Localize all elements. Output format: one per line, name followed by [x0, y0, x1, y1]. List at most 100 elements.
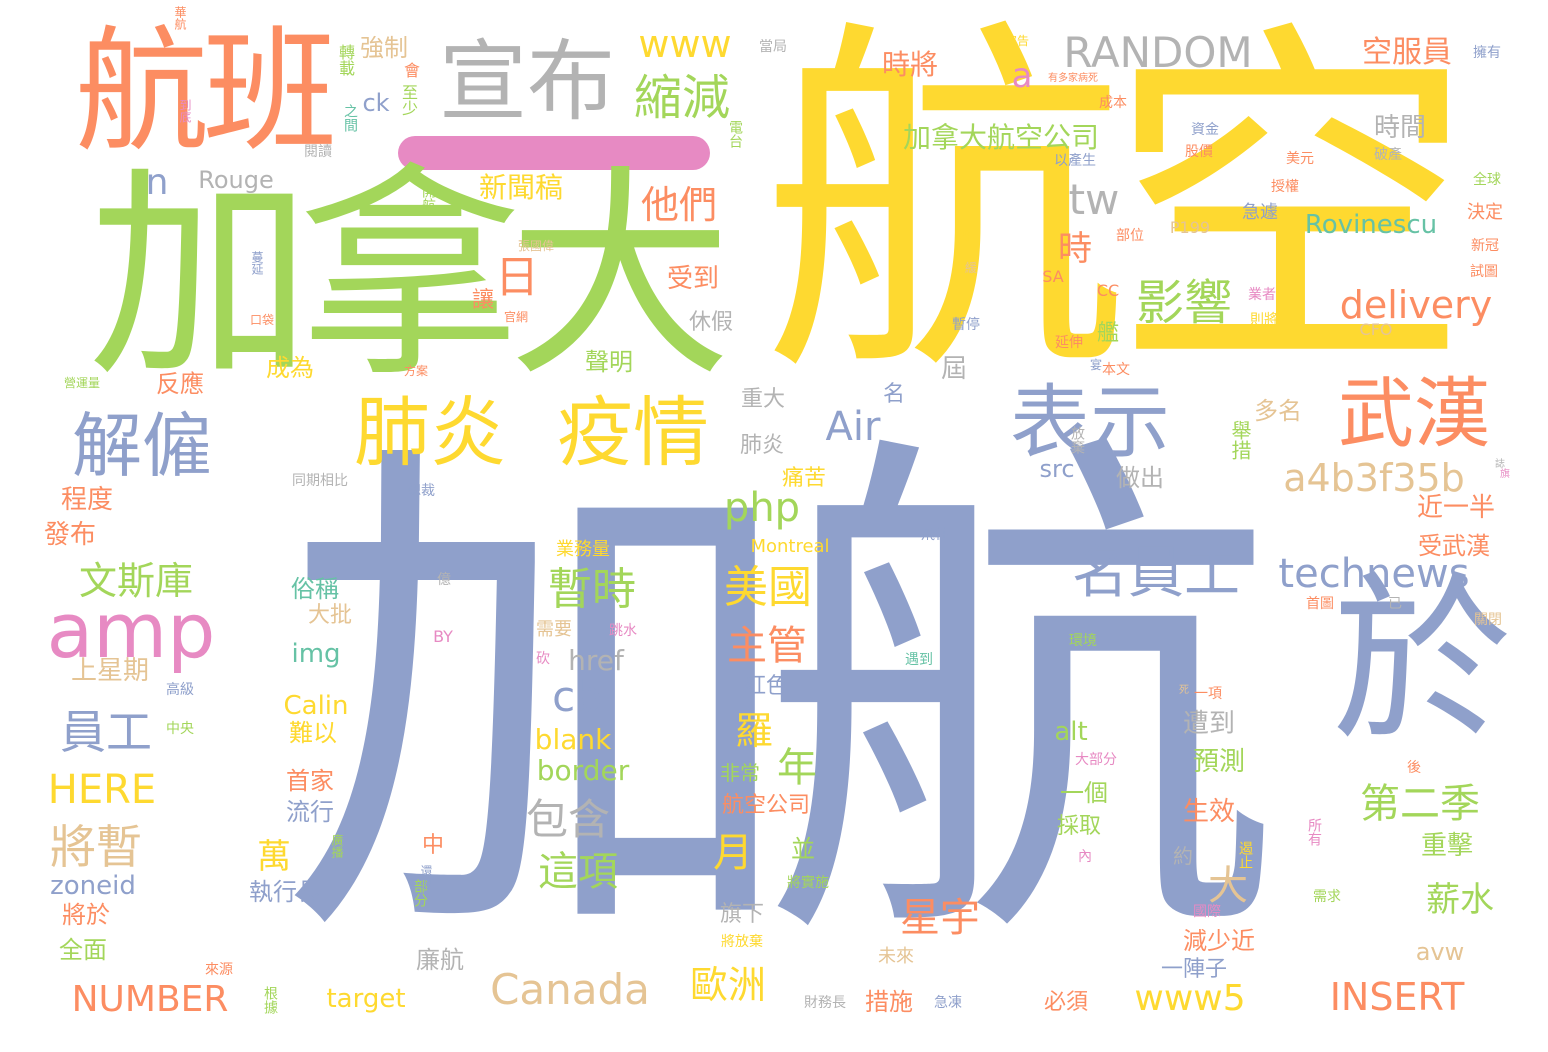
word: 會: [403, 61, 421, 80]
word: 財務長: [804, 995, 846, 1011]
word: href: [568, 644, 624, 677]
word: 成本: [1099, 95, 1127, 111]
word: 時: [1058, 229, 1092, 269]
word: 做出: [1116, 464, 1164, 492]
word: 紅色: [743, 674, 789, 699]
word: 難以: [289, 719, 337, 747]
word: 將放棄: [721, 934, 763, 950]
word: amp: [46, 586, 216, 675]
word: 大部分: [1075, 752, 1117, 768]
word: 上星期: [70, 656, 150, 686]
word: CC: [1096, 281, 1120, 300]
word: 營運量: [63, 376, 101, 390]
word: alt: [1054, 717, 1088, 747]
word: 生效: [1182, 797, 1236, 827]
word: 需求: [1313, 889, 1341, 905]
word: 大批: [307, 603, 353, 628]
word: 大: [1208, 863, 1248, 909]
word: 部分: [412, 879, 428, 907]
word: 根據: [262, 986, 278, 1014]
word: 肺炎: [354, 388, 506, 477]
word: 首圖: [1306, 596, 1334, 612]
word: 一陣子: [1160, 957, 1228, 982]
word: 多名: [1254, 397, 1302, 425]
word: 中: [421, 833, 445, 858]
word: 死: [1179, 685, 1189, 696]
word: tw: [1068, 175, 1120, 224]
word: 美元: [1286, 151, 1314, 167]
word: 預測: [1192, 747, 1246, 777]
word: 強制: [360, 34, 408, 62]
word: cb: [552, 672, 602, 721]
word: www5: [1134, 978, 1246, 1019]
word: 包含: [525, 795, 611, 844]
word: 至少: [399, 84, 418, 116]
word: 月: [713, 830, 753, 876]
word: 跳水: [609, 623, 637, 639]
word: img: [291, 639, 341, 669]
word: Canada: [490, 965, 650, 1014]
word: 近一半: [1416, 493, 1496, 523]
word: 發布: [43, 520, 97, 550]
word: 宴: [1089, 358, 1103, 372]
word: 飛往: [921, 527, 949, 543]
word: 影響: [1135, 275, 1233, 331]
word: 航班: [74, 14, 337, 170]
word: INSERT: [1329, 975, 1465, 1019]
word: 宣告: [1004, 34, 1030, 48]
word: 將實施: [787, 875, 829, 891]
word: 急凍: [934, 995, 962, 1011]
word: 航空公司: [721, 793, 811, 818]
word: 受到: [666, 264, 720, 294]
word: 成為: [266, 354, 314, 382]
word: 疫情: [557, 388, 709, 477]
word: 受武漢: [1418, 532, 1490, 560]
word: 旗下: [719, 902, 765, 927]
word: 年: [777, 745, 817, 791]
word: 以產生: [1054, 153, 1096, 169]
word: 需要: [536, 619, 572, 640]
word: 重擊: [1420, 831, 1474, 861]
word: 業務量: [556, 539, 610, 560]
word: 萬: [257, 837, 291, 877]
word: 暫時: [548, 564, 636, 615]
word: Calin: [283, 691, 349, 721]
word: 加航: [280, 397, 1280, 1003]
word: ck: [362, 89, 390, 117]
word: 延伸: [1055, 335, 1083, 351]
word: 縮減: [633, 70, 731, 126]
word: 砍: [536, 651, 550, 667]
word: SA: [1042, 267, 1064, 286]
word: 緩: [964, 261, 978, 275]
word: 暫停: [952, 317, 980, 333]
word: 程度: [60, 485, 114, 515]
word: 遇到: [905, 652, 933, 668]
word: 中央: [166, 721, 194, 737]
word: zoneid: [50, 871, 136, 901]
word: Rouge: [198, 166, 274, 194]
word: 放棄: [1069, 426, 1085, 454]
word: 將於: [62, 901, 110, 929]
word: 本文: [1102, 362, 1130, 378]
word: 決定: [1467, 202, 1503, 223]
word: 採取: [1056, 814, 1102, 839]
word: 破產: [1374, 147, 1402, 163]
word: 文斯庫: [78, 559, 194, 603]
word: 廉航: [416, 946, 464, 974]
word: 股價: [1185, 144, 1213, 160]
word: 空服員: [1362, 35, 1452, 70]
word: 航空: [762, 0, 1474, 419]
word: 高級: [166, 682, 194, 698]
word: 總裁: [407, 483, 435, 499]
word: 資金: [1191, 122, 1219, 138]
word: 全面: [59, 936, 107, 964]
word: 廣播: [330, 834, 344, 858]
word: 環境: [1069, 633, 1097, 649]
word: Air: [825, 404, 881, 450]
word: 名員工: [1072, 541, 1240, 606]
word: 關閉: [1474, 612, 1502, 628]
word: 艦: [1096, 321, 1120, 346]
word: 並: [791, 835, 815, 863]
word: 屆: [940, 354, 968, 384]
word: 讓: [471, 288, 495, 313]
